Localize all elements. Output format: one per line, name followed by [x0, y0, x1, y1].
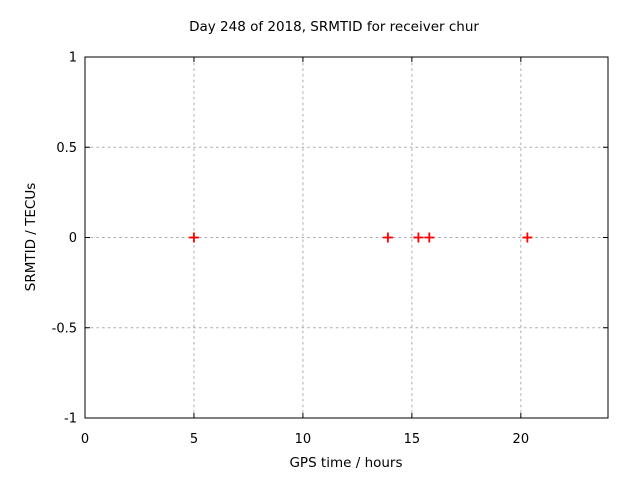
plot-border [84, 56, 609, 419]
y-tick-label: -0.5 [52, 321, 77, 336]
x-tick-label: 10 [295, 432, 312, 447]
y-tick-label: 1 [69, 51, 77, 66]
y-tick-label: 0 [69, 231, 77, 246]
x-axis-label: GPS time / hours [289, 455, 403, 471]
chart-title: Day 248 of 2018, SRMTID for receiver chu… [189, 19, 479, 35]
x-tick-label: 0 [81, 432, 89, 447]
x-tick-label: 5 [190, 432, 198, 447]
x-tick-label: 15 [404, 432, 421, 447]
y-tick-label: 0.5 [56, 141, 77, 156]
x-tick-label: 20 [513, 432, 530, 447]
y-tick-label: -1 [64, 412, 77, 427]
